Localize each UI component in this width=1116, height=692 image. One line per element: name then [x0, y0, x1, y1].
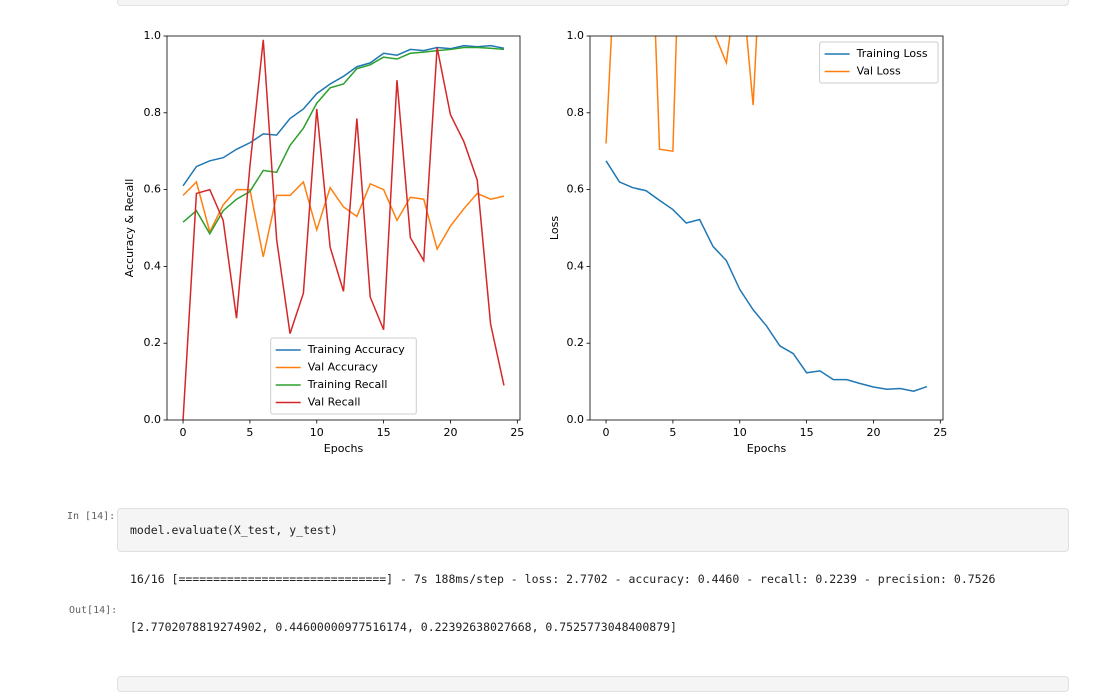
plot-frame [166, 35, 521, 421]
output-prompt: Out[14]: [69, 605, 118, 616]
x-tick-label: 10 [733, 426, 747, 439]
y-tick-label: 0.0 [567, 413, 585, 426]
legend-box [819, 41, 939, 84]
x-tick-label: 25 [933, 426, 947, 439]
series-line [182, 180, 505, 257]
y-tick-label: 0.2 [567, 336, 585, 349]
x-axis-label: Epochs [324, 442, 364, 455]
y-tick-label: 1.0 [144, 29, 162, 42]
x-tick-label: 0 [603, 426, 610, 439]
y-tick-label: 0.0 [144, 413, 162, 426]
series-line [182, 46, 505, 236]
x-tick-label: 20 [866, 426, 880, 439]
legend-box [270, 337, 417, 415]
x-tick-label: 15 [377, 426, 391, 439]
x-tick-label: 20 [443, 426, 457, 439]
series-line [605, 160, 928, 392]
result-text: [2.7702078819274902, 0.44600000977516174… [130, 620, 677, 634]
y-tick-label: 0.4 [567, 259, 585, 272]
y-tick-label: 0.6 [144, 183, 162, 196]
y-tick-label: 0.4 [144, 259, 162, 272]
notebook-page: 0 5 10 15 20 25 0.0 0.2 0.4 0.6 0.8 1.0 Epochs Accura… [67, 0, 1069, 692]
legend-label: Val Accuracy [308, 361, 379, 374]
y-tick-label: 1.0 [567, 29, 585, 42]
legend-label: Training Loss [856, 47, 928, 60]
x-tick-label: 0 [180, 426, 187, 439]
previous-cell[interactable] [117, 0, 1069, 6]
legend-label: Val Loss [857, 65, 901, 78]
y-axis-label: Accuracy & Recall [123, 179, 136, 278]
y-tick-label: 0.8 [144, 106, 162, 119]
next-cell[interactable] [117, 676, 1069, 692]
input-prompt: In [14]: [67, 511, 116, 522]
series-line [182, 39, 505, 420]
series-line [605, 36, 758, 153]
code-text: model.evaluate(X_test, y_test) [130, 523, 338, 537]
y-tick-label: 0.2 [144, 336, 162, 349]
legend-label: Training Recall [307, 378, 388, 391]
y-tick-label: 0.6 [567, 183, 585, 196]
x-tick-label: 25 [510, 426, 524, 439]
legend-label: Training Accuracy [307, 343, 406, 356]
x-axis-label: Epochs [747, 442, 787, 455]
code-cell[interactable]: model.evaluate(X_test, y_test) [117, 508, 1069, 552]
y-tick-label: 0.8 [567, 106, 585, 119]
x-tick-label: 5 [246, 426, 253, 439]
legend-label: Val Recall [308, 396, 361, 409]
plot-output: 0 5 10 15 20 25 0.0 0.2 0.4 0.6 0.8 1.0 Epochs Accura… [123, 29, 947, 455]
plot-frame [589, 35, 944, 421]
x-tick-label: 10 [310, 426, 324, 439]
x-tick-label: 15 [800, 426, 814, 439]
series-line [182, 44, 505, 187]
stdout-text: 16/16 [==============================] -… [130, 572, 996, 586]
y-axis-label: Loss [548, 216, 561, 240]
x-tick-label: 5 [669, 426, 676, 439]
